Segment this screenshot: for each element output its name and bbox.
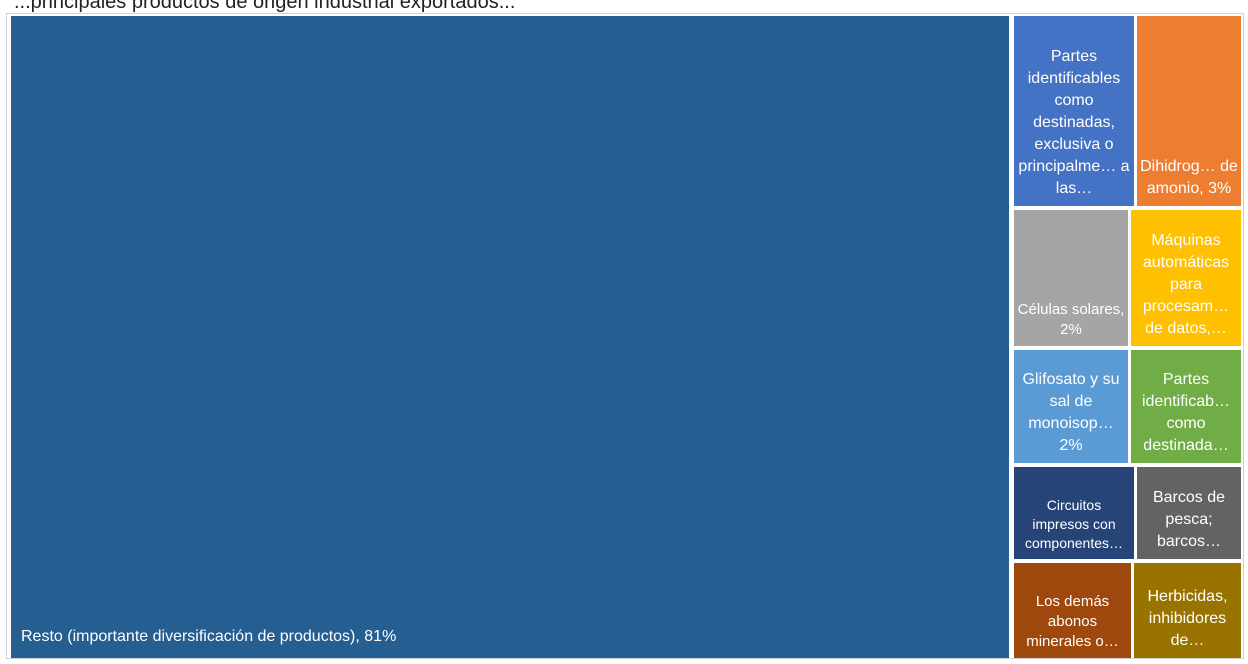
tile-label-abonos-minerales: Los demás abonos minerales o… [1026,593,1119,650]
tile-barcos-pesca[interactable]: Barcos de pesca; barcos… [1137,467,1241,559]
tile-maquinas-automaticas[interactable]: Máquinas automáticas para procesam… de d… [1131,210,1241,346]
tile-label-maquinas-automaticas: Máquinas automáticas para procesam… de d… [1142,232,1230,337]
tile-label-partes-aeronaves: Partes identificables como destinadas, e… [1018,48,1130,197]
treemap-frame [6,13,1244,659]
tile-resto[interactable]: Resto (importante diversificación de pro… [11,16,1009,658]
tile-glifosato[interactable]: Glifosato y su sal de monoisop… 2% [1014,350,1128,463]
tile-abonos-minerales[interactable]: Los demás abonos minerales o… [1014,563,1131,658]
tile-herbicidas[interactable]: Herbicidas, inhibidores de… [1134,563,1241,658]
tile-label-barcos-pesca: Barcos de pesca; barcos… [1152,489,1226,550]
tile-label-dihidrogeno-amonio: Dihidrog… de amonio, 3% [1140,158,1238,197]
tile-label-circuitos-impresos: Circuitos impresos con componentes… [1024,497,1124,551]
chart-title: ...principales productos de origen indus… [14,0,516,13]
tile-label-herbicidas: Herbicidas, inhibidores de… [1147,588,1228,649]
tile-circuitos-impresos[interactable]: Circuitos impresos con componentes… [1014,467,1134,559]
tile-partes-identificables-2[interactable]: Partes identificab… como destinada… [1131,350,1241,463]
tile-partes-aeronaves[interactable]: Partes identificables como destinadas, e… [1014,16,1134,206]
tile-label-glifosato: Glifosato y su sal de monoisop… 2% [1022,371,1120,454]
tile-label-celulas-solares: Células solares, 2% [1017,301,1125,338]
tile-label-resto: Resto (importante diversificación de pro… [21,628,397,645]
tile-label-partes-identificables-2: Partes identificab… como destinada… [1141,371,1231,454]
tile-celulas-solares[interactable]: Células solares, 2% [1014,210,1128,346]
tile-dihidrogeno-amonio[interactable]: Dihidrog… de amonio, 3% [1137,16,1241,206]
